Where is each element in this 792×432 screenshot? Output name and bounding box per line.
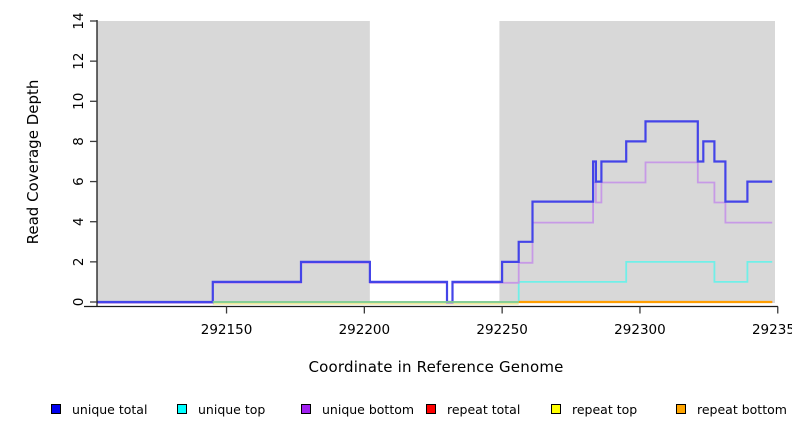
legend-item-unique-top: unique top: [177, 399, 265, 419]
legend-item-repeat-top: repeat top: [551, 399, 637, 419]
series-line-unique-total: [97, 120, 773, 304]
legend-label: unique bottom: [322, 401, 415, 417]
y-tick-label: 12: [71, 53, 87, 70]
repeat-bottom-swatch-icon: [676, 404, 686, 414]
legend-label: repeat bottom: [697, 401, 787, 417]
y-tick-label: 10: [71, 93, 87, 110]
legend-label: repeat total: [447, 401, 521, 417]
legend-label: unique total: [72, 401, 148, 417]
unique-top-swatch-icon: [177, 404, 187, 414]
legend-label: unique top: [198, 401, 266, 417]
unique-bottom-swatch-icon: [301, 404, 311, 414]
unique-total-swatch-icon: [51, 404, 61, 414]
legend-item-unique-bottom: unique bottom: [301, 399, 414, 419]
x-axis-title: Coordinate in Reference Genome: [308, 358, 564, 376]
legend-item-repeat-total: repeat total: [426, 399, 520, 419]
series-line-unique-top: [97, 261, 773, 303]
x-tick-label: 292150: [201, 322, 253, 338]
x-tick-label: 292200: [339, 322, 391, 338]
y-tick-label: 4: [71, 217, 87, 226]
legend-item-unique-total: unique total: [51, 399, 147, 419]
legend-label: repeat top: [572, 401, 638, 417]
repeat-top-swatch-icon: [551, 404, 561, 414]
x-tick-label: 292250: [476, 322, 528, 338]
chart-legend: unique total unique top unique bottom re…: [0, 399, 792, 423]
series-lines: [97, 120, 773, 305]
y-tick-label: 0: [71, 298, 87, 307]
y-tick-label: 8: [71, 137, 87, 146]
gray-band-right: [499, 21, 775, 303]
shaded-regions: [97, 21, 775, 303]
y-tick-label: 14: [71, 12, 87, 29]
legend-item-repeat-bottom: repeat bottom: [676, 399, 787, 419]
y-tick-label: 2: [71, 258, 87, 267]
x-tick-label: 292300: [614, 322, 666, 338]
gray-band-left: [97, 21, 370, 303]
y-tick-label: 6: [71, 177, 87, 186]
repeat-total-swatch-icon: [426, 404, 436, 414]
